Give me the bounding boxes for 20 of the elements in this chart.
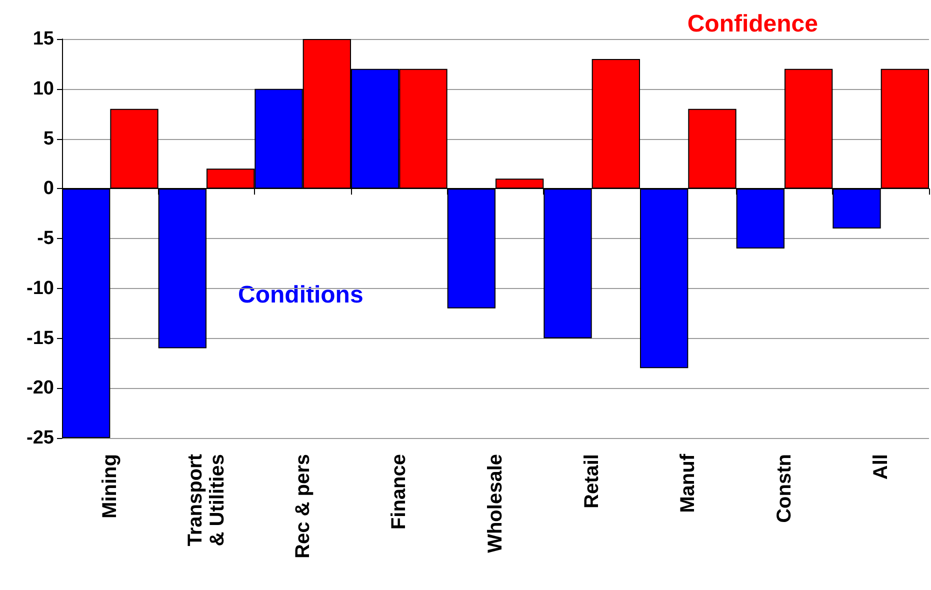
x-tick-label: Transport & Utilities bbox=[184, 454, 228, 546]
y-tick-label: -25 bbox=[26, 428, 54, 448]
x-tick-label: Finance bbox=[388, 454, 410, 530]
y-tick-label: 5 bbox=[43, 128, 54, 150]
series-label: Confidence bbox=[687, 10, 818, 38]
x-tick-label: Manuf bbox=[677, 454, 700, 513]
y-tick-label: -20 bbox=[26, 378, 54, 399]
x-tick-label: Retail bbox=[580, 454, 603, 508]
x-tick-label: All bbox=[870, 454, 892, 480]
x-tick-label: Constn bbox=[774, 454, 796, 523]
series-label: Conditions bbox=[238, 282, 364, 308]
y-tick-label: 0 bbox=[43, 178, 54, 200]
x-tick-label: Rec & pers bbox=[292, 454, 314, 558]
x-tick-label: Wholesale bbox=[484, 454, 506, 553]
y-tick-label: -5 bbox=[37, 228, 54, 249]
x-tick-label: Mining bbox=[99, 454, 122, 518]
y-tick-label: -15 bbox=[26, 328, 54, 349]
y-tick-label: 10 bbox=[32, 78, 54, 100]
y-tick-label: 15 bbox=[32, 28, 54, 50]
y-tick-label: -10 bbox=[26, 278, 54, 299]
